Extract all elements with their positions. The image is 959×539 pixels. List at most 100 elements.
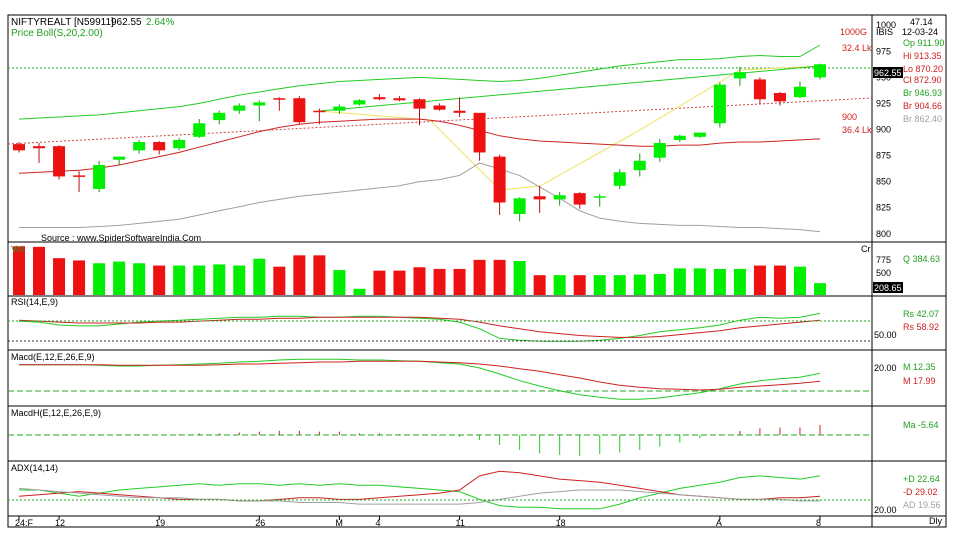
- chart-frame: [7, 14, 947, 528]
- rsi-value-1: Rs 42.07: [903, 309, 939, 319]
- rsi-tick: 50.00: [874, 330, 897, 340]
- volume-bar: [793, 266, 806, 295]
- volume-bars: [13, 246, 826, 295]
- source-label: Source : www.SpiderSoftwareIndia.Com: [41, 233, 201, 243]
- volume-bar: [273, 266, 286, 295]
- volume-bar: [133, 263, 146, 295]
- rsi-signal-line: [18, 316, 821, 338]
- macd-lines: [19, 358, 821, 400]
- adx-line: [18, 487, 820, 505]
- volume-bar: [593, 275, 606, 295]
- price-tick-label: 875: [876, 151, 891, 161]
- volume-bar: [113, 261, 126, 295]
- candle-body: [373, 97, 386, 100]
- volume-bar: [213, 264, 226, 295]
- volume-bar: [653, 274, 666, 295]
- x-tick-label: 19: [155, 518, 165, 528]
- plus-di-line: [19, 475, 821, 510]
- candle-body: [213, 112, 226, 121]
- candle-body: [573, 193, 586, 205]
- candle-body: [773, 93, 786, 102]
- candle-body: [473, 112, 486, 153]
- x-tick-label: 4: [375, 518, 380, 528]
- macd-histogram: [18, 425, 821, 456]
- macd-signal-line: [19, 360, 821, 391]
- volume-bar: [733, 268, 746, 295]
- volume-bar: [93, 263, 106, 295]
- price-tick-label: 975: [876, 46, 891, 56]
- volume-tick: 500: [876, 268, 891, 278]
- x-tick-label: 11: [456, 518, 465, 528]
- price-tick-label: 925: [876, 98, 891, 108]
- change-label: 2.64%: [146, 17, 174, 28]
- volume-bar: [473, 259, 486, 295]
- period-label: Dly: [929, 516, 942, 526]
- x-tick-label: 18: [556, 518, 566, 528]
- info-high: Hi 913.35: [903, 51, 942, 61]
- candle-body: [673, 135, 686, 140]
- candle-body: [753, 79, 766, 100]
- candle-body: [613, 172, 626, 186]
- volume-value: Q 384.63: [903, 254, 940, 264]
- candle-body: [513, 198, 526, 214]
- volume-bar: [533, 275, 546, 295]
- x-tick-label: 26: [255, 518, 265, 528]
- candle-body: [93, 164, 106, 189]
- volume-bar: [413, 267, 426, 295]
- candle-body: [713, 84, 726, 124]
- candle-body: [233, 105, 246, 111]
- x-tick-label: 24:F: [15, 518, 34, 528]
- candle-body: [113, 156, 126, 160]
- volume-bar: [753, 265, 766, 295]
- lk-upper-label: 32.4 Lk: [842, 43, 872, 53]
- volume-bar: [253, 258, 266, 295]
- info-band-lower: Br 862.40: [903, 114, 942, 124]
- candle-body: [733, 72, 746, 79]
- volume-last-tag-text: 208.65: [874, 283, 902, 293]
- info-open: Op 911.90: [903, 38, 944, 48]
- candle-body: [13, 144, 25, 151]
- candle-body: [453, 110, 466, 113]
- macd-value-1: M 12.35: [903, 362, 936, 372]
- volume-bar: [193, 265, 206, 295]
- info-low: Lo 870.20: [903, 64, 943, 74]
- zigzag-line: [319, 65, 821, 191]
- volume-bar: [773, 265, 786, 295]
- ibis-label: IBIS: [876, 27, 893, 37]
- volume-bar: [493, 259, 506, 295]
- volume-bar: [693, 268, 706, 295]
- volume-bar: [573, 275, 586, 295]
- price-y-ticks: 1000975950925900875850825800775: [876, 20, 896, 265]
- x-tick-label: M: [335, 518, 343, 528]
- volume-last-tag: [873, 282, 903, 293]
- candle-body: [533, 196, 546, 200]
- candle-body: [493, 156, 506, 203]
- last-price-label: 962.55: [111, 17, 142, 28]
- candle-body: [433, 105, 446, 110]
- bollinger-bands: [18, 44, 821, 233]
- candle-body: [553, 195, 566, 200]
- volume-bar: [513, 261, 526, 295]
- volume-bar: [13, 246, 25, 295]
- volume-bar: [393, 270, 406, 295]
- candle-body: [33, 146, 46, 149]
- candle-body: [593, 196, 606, 198]
- volume-bar: [713, 268, 726, 295]
- price-tick-label: 850: [876, 177, 891, 187]
- x-axis-ticks: 24:F 12 19 26 M 4 11 18 A 8: [15, 516, 821, 528]
- volume-bar: [814, 283, 826, 295]
- price-tick-label: 825: [876, 203, 891, 213]
- top-right-value: 47.14: [910, 17, 933, 27]
- candle-body: [653, 143, 666, 158]
- lk-lower-label: 36.4 Lk: [842, 125, 872, 135]
- macdh-label: MacdH(E,12,E,26,E,9): [11, 408, 101, 418]
- candle-body: [133, 142, 146, 151]
- rsi-lines: [18, 312, 821, 342]
- volume-bar: [453, 268, 466, 295]
- price-tick-label: 800: [876, 229, 891, 239]
- info-band-middle: Br 904.66: [903, 101, 942, 111]
- adx-value: AD 19.56: [903, 500, 941, 510]
- bollinger-upper-line: [18, 44, 821, 120]
- x-tick-label: A: [716, 518, 722, 528]
